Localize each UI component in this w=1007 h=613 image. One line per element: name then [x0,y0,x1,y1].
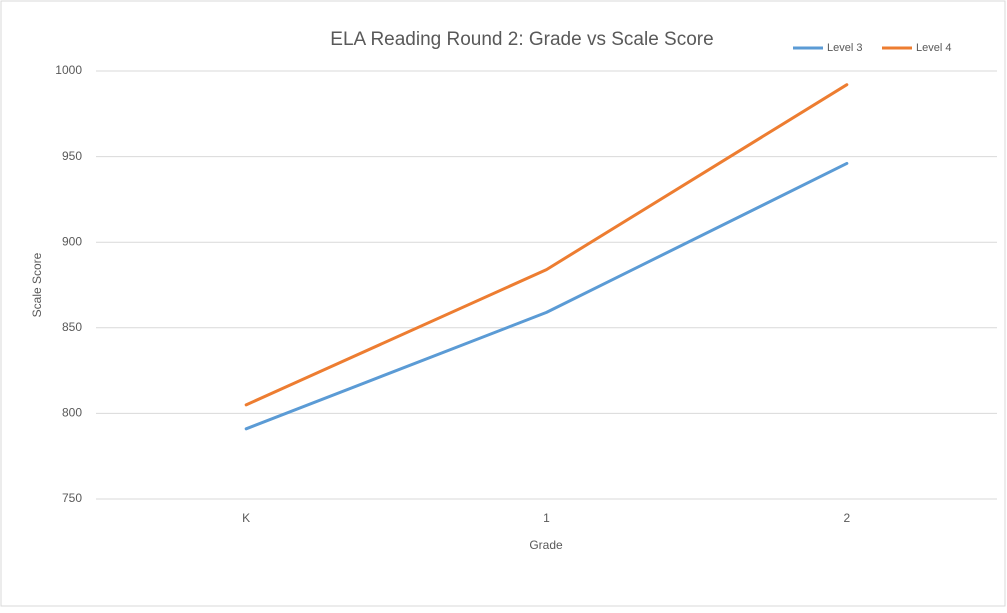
y-axis-label: Scale Score [30,252,44,317]
y-tick-label: 1000 [55,63,82,77]
x-axis-label: Grade [529,538,563,552]
y-tick-label: 850 [62,320,82,334]
y-tick-label: 750 [62,491,82,505]
x-tick-label: K [242,511,250,525]
y-tick-label: 950 [62,149,82,163]
x-tick-label: 2 [843,511,850,525]
y-tick-label: 900 [62,234,82,248]
series-line [244,83,849,407]
x-tick-label: 1 [543,511,550,525]
chart-title: ELA Reading Round 2: Grade vs Scale Scor… [330,29,713,50]
series-line [244,161,849,431]
legend-label: Level 3 [827,42,862,54]
legend-label: Level 4 [916,42,951,54]
y-tick-label: 800 [62,406,82,420]
